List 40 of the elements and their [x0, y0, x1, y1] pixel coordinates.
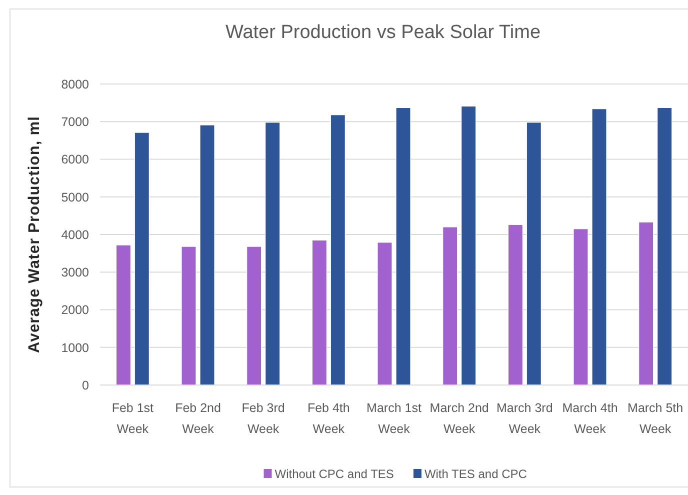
bar — [312, 240, 327, 386]
x-tick-label: March 2nd Week — [430, 401, 489, 436]
x-tick-label: Feb 1st Week — [112, 401, 154, 436]
bar — [508, 224, 523, 386]
bar — [396, 107, 411, 386]
legend-label: With TES and CPC — [424, 467, 528, 481]
y-axis-title: Average Water Production, ml — [26, 116, 43, 354]
x-tick-label: Feb 2nd Week — [175, 401, 221, 436]
bar — [246, 246, 262, 386]
y-tick-label: 1000 — [61, 340, 90, 355]
bar — [134, 132, 150, 386]
bar — [442, 226, 458, 386]
y-tick-label: 4000 — [61, 228, 90, 242]
x-tick-label: Feb 3rd Week — [242, 401, 285, 436]
chart-title: Water Production vs Peak Solar Time — [225, 22, 541, 43]
bar — [377, 242, 392, 386]
x-tick-label: March 3rd Week — [496, 401, 553, 436]
y-tick-label: 3000 — [61, 266, 90, 280]
legend-label: Without CPC and TES — [274, 467, 394, 481]
y-tick-label: 6000 — [61, 152, 90, 167]
x-tick-label: March 5th Week — [628, 401, 684, 436]
y-tick-label: 2000 — [61, 303, 90, 318]
y-tick-label: 8000 — [61, 77, 90, 92]
bar — [116, 244, 131, 386]
bar — [265, 122, 280, 386]
bar — [526, 122, 542, 386]
x-tick-label: March 4th Week — [562, 401, 618, 436]
bar — [330, 114, 346, 386]
bar — [181, 246, 196, 386]
x-tick-label: Feb 4th Week — [307, 401, 350, 436]
y-tick-label: 7000 — [61, 115, 90, 129]
y-tick-label: 5000 — [61, 190, 90, 204]
bar — [657, 107, 672, 386]
bar — [573, 228, 588, 386]
bar — [638, 222, 654, 386]
x-tick-label: March 1st Week — [366, 401, 422, 436]
bar — [592, 108, 607, 386]
bar — [461, 106, 476, 386]
y-tick-label: 0 — [82, 378, 90, 392]
bar — [200, 124, 215, 386]
